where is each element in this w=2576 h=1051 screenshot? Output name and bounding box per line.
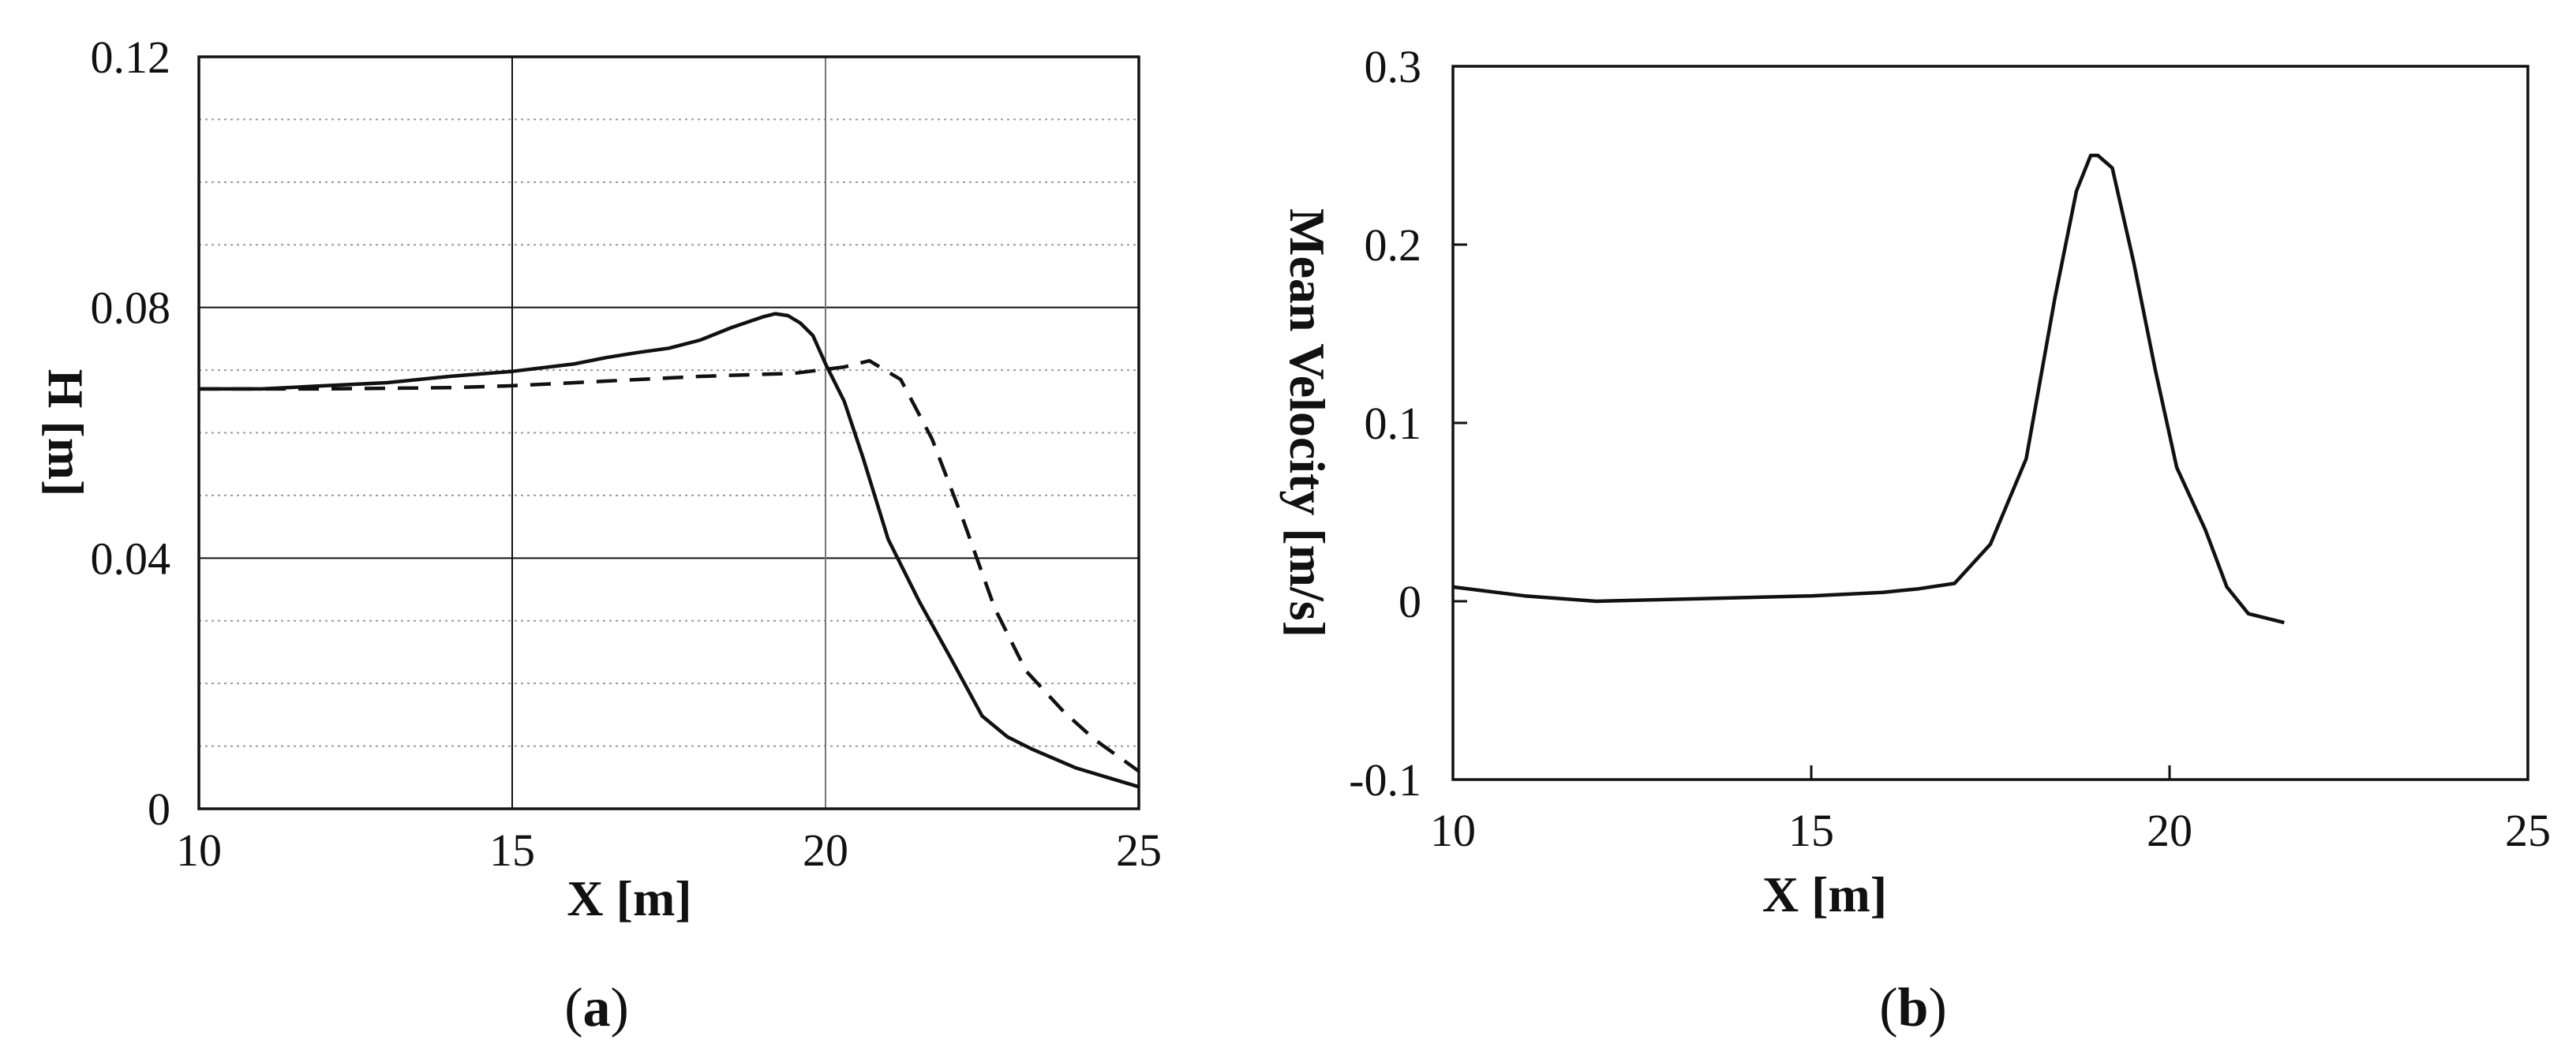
y-tick-label: 0 [1398,576,1421,627]
y-tick-label: 0 [148,784,170,835]
x-tick-label: 10 [176,825,222,876]
plot-frame [1451,65,2529,781]
chart-b: 10 15 20 25 -0.1 0 0.1 0.2 0.3 X [m] Mean Velocity… [1279,41,2551,1038]
x-axis-label: X [m] [1762,866,1887,922]
series-line-1 [1452,153,2285,625]
y-tick-label: 0.08 [91,282,171,334]
y-axis-label: H [m] [38,369,94,497]
x-tick-label: 15 [1788,805,1834,856]
y-tick-label: 0.2 [1365,219,1422,271]
panel-label: (a) [564,978,629,1038]
panel-letter: a [583,978,611,1038]
x-tick-label: 15 [489,825,535,876]
y-tick-label: 0.04 [91,533,171,584]
x-axis-label: X [m] [567,870,691,926]
x-tick-label: 20 [803,825,848,876]
y-tick-label: 0.12 [91,32,171,83]
series-line-1 [199,312,1140,789]
plot-frame [197,55,1140,810]
y-tick-label: -0.1 [1349,754,1421,806]
panel-label: (b) [1879,978,1947,1038]
x-tick-label: 20 [2147,805,2192,856]
chart-a: 10 15 20 25 0 0.04 0.08 0.12 X [m] H [m] (a) [38,32,1162,1038]
y-tick-label: 0.1 [1365,398,1422,449]
series-line-2 [199,358,1140,773]
x-tick-label: 25 [1116,825,1162,876]
y-tick-label: 0.3 [1365,41,1422,92]
x-tick-label: 25 [2505,805,2551,856]
panel-letter: b [1898,978,1929,1038]
y-axis-label: Mean Velocity [m/s] [1279,208,1335,638]
x-tick-label: 10 [1430,805,1476,856]
